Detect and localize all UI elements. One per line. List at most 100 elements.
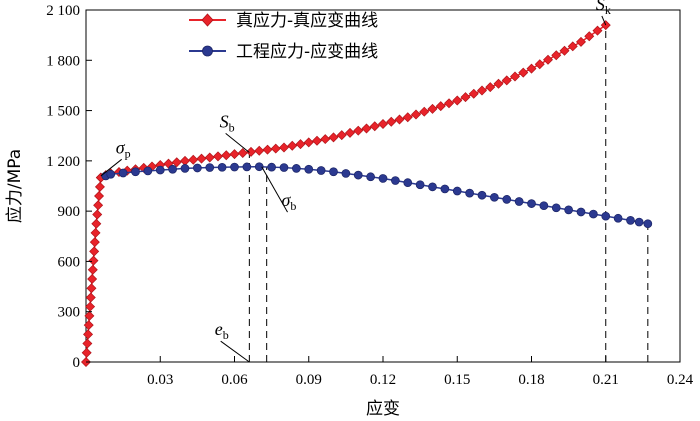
- true-stress-point: [518, 67, 529, 78]
- true-stress-point: [89, 246, 100, 257]
- true-stress-point: [567, 41, 578, 52]
- true-stress-point: [89, 237, 100, 248]
- true-stress-point: [94, 191, 105, 202]
- true-stress-point: [254, 145, 265, 156]
- engineering-stress-point: [267, 162, 276, 172]
- x-tick-label: 0.24: [667, 372, 694, 388]
- annotation-label-S-b: Sb: [220, 111, 235, 134]
- true-stress-point: [180, 155, 190, 166]
- y-axis-ticks: 0 300 600 900 1 200 1 500 1 800 2 100: [46, 3, 92, 371]
- engineering-stress-point: [378, 174, 388, 183]
- engineering-stress-point: [490, 192, 499, 202]
- dashed-reference-lines: [248, 25, 649, 362]
- annotation-leader-line: [225, 132, 250, 153]
- true-stress-point: [427, 103, 438, 114]
- true-stress-point: [419, 106, 430, 117]
- engineering-stress-point: [131, 167, 140, 177]
- engineering-stress-point: [193, 163, 202, 173]
- engineering-stress-point: [415, 180, 425, 190]
- true-stress-point: [88, 255, 99, 266]
- engineering-stress-point: [440, 184, 450, 194]
- true-stress-point: [460, 92, 471, 103]
- engineering-stress-point: [634, 217, 644, 227]
- engineering-stress-point: [465, 188, 474, 198]
- engineering-stress-point: [391, 176, 400, 185]
- true-stress-point: [345, 127, 355, 138]
- legend-true-stress-label: 真应力-真应变曲线: [236, 11, 378, 31]
- true-stress-point: [378, 118, 388, 129]
- true-stress-point: [551, 50, 562, 61]
- engineering-stress-point: [477, 190, 487, 200]
- series-layer: [81, 20, 653, 367]
- y-tick-label: 600: [58, 254, 81, 270]
- true-stress-point: [188, 154, 199, 165]
- true-stress-point: [94, 181, 105, 192]
- legend-item-engineering-stress: 工程应力-应变曲线: [189, 42, 378, 62]
- true-stress-point: [576, 36, 586, 47]
- x-tick-label: 0.09: [296, 372, 322, 388]
- engineering-stress-point: [143, 166, 153, 176]
- engineering-stress-point: [626, 216, 635, 225]
- true-stress-point: [303, 137, 314, 148]
- engineering-stress-point: [576, 207, 586, 217]
- true-stress-point: [287, 140, 298, 151]
- true-stress-point: [84, 310, 95, 321]
- x-tick-label: 0.21: [593, 372, 619, 388]
- true-stress-point: [534, 59, 545, 70]
- true-stress-point: [93, 200, 104, 211]
- annotation-leader-line: [601, 15, 607, 26]
- true-stress-point: [543, 54, 553, 65]
- engineering-stress-point: [527, 199, 536, 208]
- true-stress-point: [510, 71, 520, 82]
- true-stress-point: [411, 109, 421, 120]
- x-tick-label: 0.06: [221, 372, 248, 388]
- x-tick-label: 0.03: [147, 372, 173, 388]
- true-stress-point: [90, 227, 101, 238]
- engineering-stress-point: [242, 162, 252, 172]
- engineering-stress-point: [589, 209, 598, 219]
- engineering-stress-point: [539, 201, 549, 211]
- engineering-stress-point: [292, 164, 301, 173]
- true-stress-point: [336, 130, 347, 141]
- true-stress-point: [485, 82, 496, 93]
- true-stress-point: [361, 123, 372, 134]
- true-stress-point: [402, 112, 413, 123]
- annotation-leader-line: [261, 166, 288, 213]
- annotation-leader-line: [220, 340, 250, 363]
- true-stress-point: [477, 85, 487, 96]
- annotation-e-b: eb: [215, 319, 250, 363]
- true-stress-point: [262, 144, 273, 155]
- engineering-stress-point: [353, 170, 363, 180]
- true-stress-point: [559, 45, 570, 56]
- engineering-stress-point: [403, 178, 413, 187]
- annotation-sigma-b: σb: [261, 166, 296, 213]
- true-stress-point: [295, 139, 306, 150]
- engineering-stress-point: [428, 182, 437, 192]
- true-stress-point: [369, 121, 380, 132]
- engineering-stress-point: [613, 213, 623, 223]
- x-axis-ticks: 0.03 0.06 0.09 0.12 0.15 0.18 0.21 0.24: [147, 356, 694, 388]
- annotation-label-sigma-p: σp: [116, 137, 131, 160]
- legend-item-true-stress: 真应力-真应变曲线: [189, 11, 378, 31]
- true-stress-point: [196, 153, 207, 164]
- engineering-stress-point: [366, 172, 375, 182]
- true-stress-point: [229, 149, 240, 160]
- true-stress-point: [592, 25, 603, 36]
- x-tick-label: 0.12: [370, 372, 396, 388]
- true-stress-point: [468, 88, 479, 99]
- true-stress-point: [320, 134, 331, 145]
- y-axis-label: 应力/MPa: [5, 149, 25, 223]
- engineering-stress-point: [279, 163, 289, 172]
- engineering-stress-point: [341, 169, 351, 178]
- engineering-stress-series: [101, 162, 653, 229]
- true-stress-point: [584, 31, 595, 42]
- true-stress-point: [86, 283, 97, 294]
- annotation-label-e-b: eb: [215, 319, 229, 342]
- engineering-stress-point: [316, 166, 326, 175]
- legend: 真应力-真应变曲线 工程应力-应变曲线: [189, 11, 378, 62]
- x-axis-label: 应变: [366, 399, 400, 419]
- engineering-stress-point: [217, 162, 227, 172]
- true-stress-point: [452, 95, 463, 106]
- true-stress-point: [82, 338, 93, 349]
